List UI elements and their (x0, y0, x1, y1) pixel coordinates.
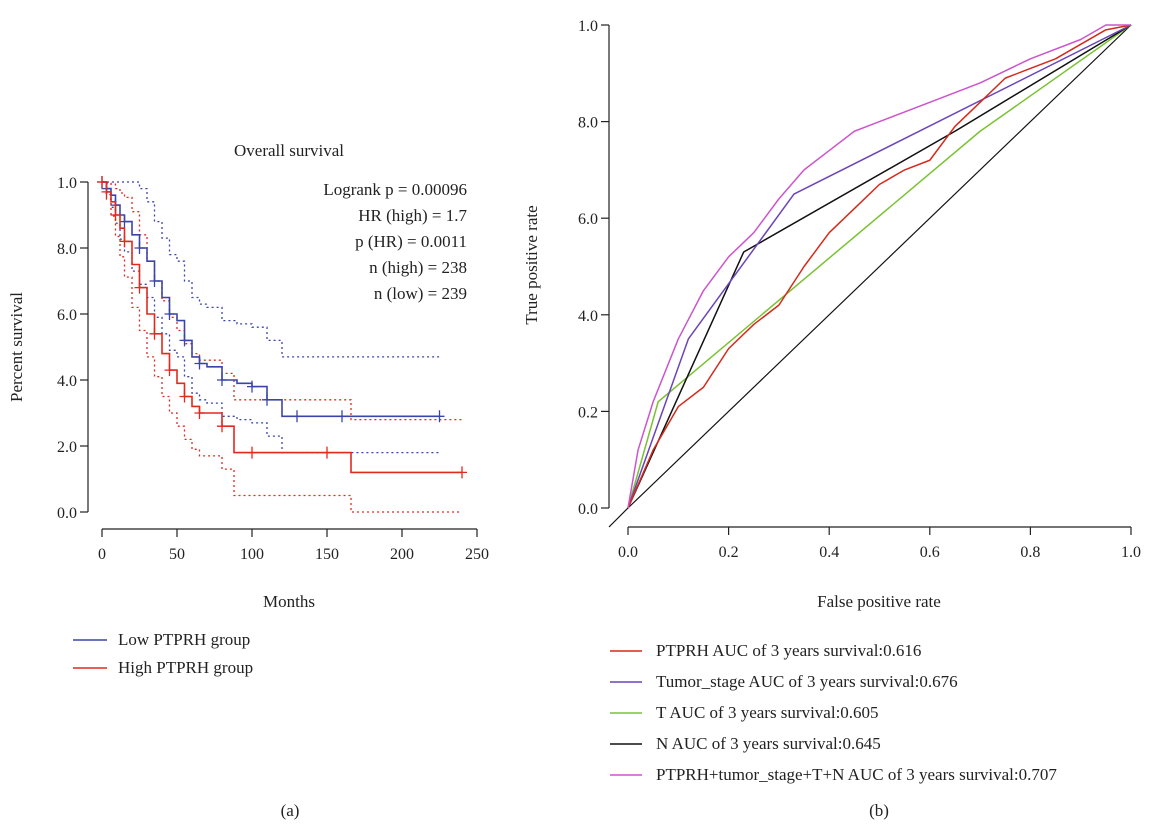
panel-b-legend: PTPRH AUC of 3 years survival:0.616 Tumor… (610, 641, 1057, 784)
high-group-ci-band (102, 181, 462, 513)
diagonal-reference-extension (608, 507, 629, 528)
panel-a-confidence-bands (102, 181, 462, 513)
panel-b-y-tick-label: 0.2 (578, 404, 598, 421)
high-group-censor-mark (97, 176, 107, 188)
panel-a-x-tick-label: 0 (98, 546, 106, 563)
panel-b: 0.0 0.2 4.0 6.0 8.0 1.0 0.0 0.2 0.4 0.6 0.8 1.0 Fa… (522, 18, 1141, 820)
low-group-censor-mark (217, 374, 227, 386)
high-group-survival-curve (102, 181, 462, 474)
panel-b-x-ticks: 0.0 0.2 0.4 0.6 0.8 1.0 (618, 527, 1141, 561)
high-group-censor-mark (164, 364, 175, 377)
diagonal-reference-line (627, 24, 1132, 509)
panel-a-y-tick-label: 6.0 (57, 307, 77, 324)
panel-b-y-tick-label: 8.0 (578, 115, 598, 132)
combined-roc-curve (627, 24, 1131, 509)
panel-a-y-ticks: 0.0 2.0 4.0 6.0 8.0 1.0 (57, 175, 88, 522)
panel-a-statistics: Logrank p = 0.00096 HR (high) = 1.7 p (HR)… (323, 180, 467, 303)
high-group-censor-mark (101, 185, 112, 198)
panel-a-y-tick-label: 1.0 (57, 175, 77, 192)
panel-a-y-tick-label: 2.0 (57, 439, 77, 456)
panel-a-stat-text: p (HR) = 0.0011 (355, 232, 467, 251)
panel-b-roc-curves (608, 24, 1132, 528)
ptprh-roc-curve (627, 24, 1132, 509)
panel-a-x-tick-label: 150 (315, 546, 339, 563)
panel-b-legend-label: T AUC of 3 years survival:0.605 (656, 703, 879, 722)
panel-b-legend-label: PTPRH+tumor_stage+T+N AUC of 3 years sur… (656, 765, 1057, 784)
panel-b-x-tick-label: 0.0 (618, 544, 638, 561)
panel-a-x-ticks: 0 50 100 150 200 250 (98, 529, 489, 563)
high-group-censor-mark (457, 466, 467, 479)
panel-b-x-tick-label: 1.0 (1121, 544, 1141, 561)
panel-a-x-tick-label: 250 (465, 546, 489, 563)
low-group-censor-mark (337, 410, 347, 423)
panel-b-x-tick-label: 0.4 (819, 544, 839, 561)
high-group-censor-mark (247, 446, 257, 459)
panel-b-y-ticks: 0.0 0.2 4.0 6.0 8.0 1.0 (578, 18, 609, 518)
n-roc-curve (627, 24, 1132, 509)
panel-b-x-label: False positive rate (817, 592, 941, 611)
panel-a-y-tick-label: 0.0 (57, 505, 77, 522)
panel-b-y-tick-label: 0.0 (578, 501, 598, 518)
panel-b-caption: (b) (869, 801, 889, 820)
low-group-censor-mark (164, 308, 175, 320)
panel-a-y-label: Percent survival (7, 292, 26, 402)
panel-a-legend-label: Low PTPRH group (118, 630, 250, 649)
low-group-censor-mark (134, 242, 145, 254)
panel-a: Overall survival 0.0 2.0 4.0 6.0 8.0 1.0 0 50 1… (7, 141, 489, 820)
panel-a-legend-label: High PTPRH group (118, 658, 253, 677)
panel-a-x-label: Months (263, 592, 315, 611)
panel-a-title: Overall survival (234, 141, 344, 160)
panel-b-x-tick-label: 0.2 (719, 544, 739, 561)
panel-b-x-tick-label: 0.6 (920, 544, 940, 561)
panel-b-y-tick-label: 1.0 (578, 18, 598, 35)
panel-a-y-tick-label: 8.0 (57, 241, 77, 258)
low-group-censor-mark (149, 275, 160, 287)
panel-b-legend-label: PTPRH AUC of 3 years survival:0.616 (656, 641, 921, 660)
high-group-censor-mark (194, 407, 205, 419)
panel-a-caption: (a) (281, 801, 300, 820)
t-roc-curve (627, 24, 1132, 509)
high-group-censor-mark (179, 390, 190, 403)
panel-a-legend: Low PTPRH group High PTPRH group (73, 630, 253, 677)
low-group-censor-mark (434, 410, 445, 423)
low-group-censor-mark (262, 393, 272, 406)
panel-a-y-tick-label: 4.0 (57, 373, 77, 390)
high-group-censor-mark (217, 420, 227, 433)
low-group-censor-mark (179, 334, 190, 347)
panel-b-y-label: True positive rate (522, 205, 541, 324)
panel-b-y-tick-label: 6.0 (578, 211, 598, 228)
low-group-censor-mark (292, 410, 302, 423)
high-group-censor-mark (322, 446, 332, 459)
low-group-censor-mark (119, 215, 130, 228)
panel-a-x-tick-label: 100 (240, 546, 264, 563)
low-group-censor-mark (247, 380, 257, 393)
panel-b-x-tick-label: 0.8 (1020, 544, 1040, 561)
low-group-censor-mark (194, 357, 205, 370)
panel-a-x-tick-label: 200 (390, 546, 414, 563)
panel-a-survival-curves (97, 176, 467, 479)
panel-a-stat-text: HR (high) = 1.7 (358, 206, 467, 225)
high-group-censor-mark (119, 235, 130, 248)
panel-b-legend-label: Tumor_stage AUC of 3 years survival:0.67… (656, 672, 958, 691)
high-group-censor-mark (134, 281, 145, 294)
panel-a-stat-text: n (high) = 238 (369, 258, 467, 277)
panel-a-x-tick-label: 50 (169, 546, 185, 563)
panel-b-legend-label: N AUC of 3 years survival:0.645 (656, 734, 881, 753)
tumor-stage-roc-curve (627, 24, 1132, 509)
high-group-censor-mark (110, 209, 121, 221)
panel-a-stat-text: Logrank p = 0.00096 (323, 180, 467, 199)
panel-b-y-tick-label: 4.0 (578, 308, 598, 325)
high-group-censor-mark (149, 327, 160, 340)
panel-a-stat-text: n (low) = 239 (374, 284, 467, 303)
